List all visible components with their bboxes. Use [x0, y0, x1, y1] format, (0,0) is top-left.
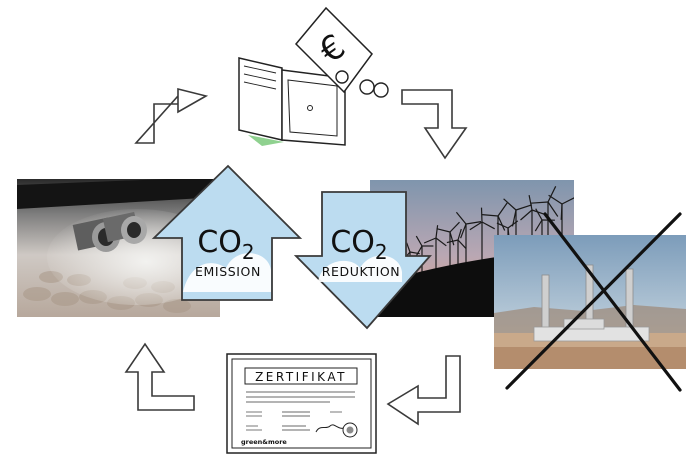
cycle-arrow-down-left-icon	[386, 355, 461, 426]
certificate-logo: green&more	[241, 438, 287, 446]
co2-reduction-text: REDUKTION	[322, 264, 401, 279]
co2-reduction-arrow	[293, 191, 432, 330]
wind-turbine-blade	[481, 221, 495, 230]
svg-text:CO2: CO2	[197, 225, 254, 264]
wind-turbine-blade	[535, 208, 543, 221]
wind-turbine-blade	[547, 201, 559, 217]
co2-reduction-label: CO2 REDUKTION	[322, 225, 401, 279]
wind-turbine-blade	[496, 222, 509, 229]
wind-turbine-blade	[460, 223, 467, 239]
power-plant-photo	[494, 235, 686, 369]
cross-out-icon	[505, 212, 682, 392]
wind-turbine-blade	[423, 237, 437, 244]
wind-turbine-blade	[530, 201, 549, 204]
certificate-icon: ZERTIFIKAT green&more	[226, 353, 377, 454]
wind-turbine-blade	[497, 215, 506, 231]
wind-turbine-blade	[548, 194, 563, 205]
wind-turbine-blade	[482, 214, 499, 217]
wind-turbine-blade	[515, 204, 533, 211]
co2-emission-subscript: 2	[242, 240, 255, 264]
co2-emission-formula: CO	[197, 225, 242, 260]
wind-turbine-blade	[528, 194, 533, 211]
co2-emission-arrow	[151, 164, 303, 301]
wind-turbine-blade	[415, 245, 423, 257]
co2-emission-text: EMISSION	[195, 264, 261, 279]
wind-turbine-blade	[547, 186, 557, 203]
wind-turbine-blade	[469, 221, 483, 231]
wind-turbine-blade	[415, 235, 423, 247]
wind-turbine-blade	[457, 228, 462, 241]
wind-turbine-blade	[560, 203, 563, 220]
co2-reduction-subscript: 2	[375, 240, 388, 264]
svg-text:CO2: CO2	[330, 225, 387, 264]
wind-turbine-blade	[503, 198, 517, 211]
wind-turbine-blade	[449, 221, 460, 233]
wind-turbine-blade	[561, 197, 574, 205]
cycle-arrow-up-right-icon	[134, 87, 209, 144]
wind-turbine-blade	[449, 231, 455, 246]
co2-emission-label: CO2 EMISSION	[195, 225, 261, 279]
wind-turbine-blade	[446, 239, 459, 244]
cycle-arrow-right-down-icon	[401, 89, 468, 160]
certificate-title: ZERTIFIKAT	[255, 370, 347, 384]
coins-icon	[335, 70, 389, 98]
wind-turbine-blade	[406, 242, 411, 253]
cycle-arrow-left-up-icon	[124, 342, 195, 411]
wind-turbine-blade	[520, 209, 533, 221]
co2-reduction-formula: CO	[330, 225, 375, 260]
wind-turbine-blade	[436, 228, 451, 233]
wind-turbine-blade	[457, 239, 467, 249]
wallet-icon	[238, 57, 346, 146]
wind-turbine-blade	[435, 237, 447, 247]
wind-turbine-blade	[534, 219, 543, 232]
euro-banknote-icon: €	[294, 6, 373, 94]
wind-turbine-blade	[465, 221, 482, 225]
wind-turbine-blade	[455, 211, 467, 225]
wind-turbine-blade	[497, 202, 508, 217]
wind-turbine-blade	[480, 207, 483, 223]
wind-turbine-blade	[409, 251, 420, 255]
wind-turbine-blade	[435, 225, 439, 239]
wind-turbine-blade	[507, 220, 519, 229]
